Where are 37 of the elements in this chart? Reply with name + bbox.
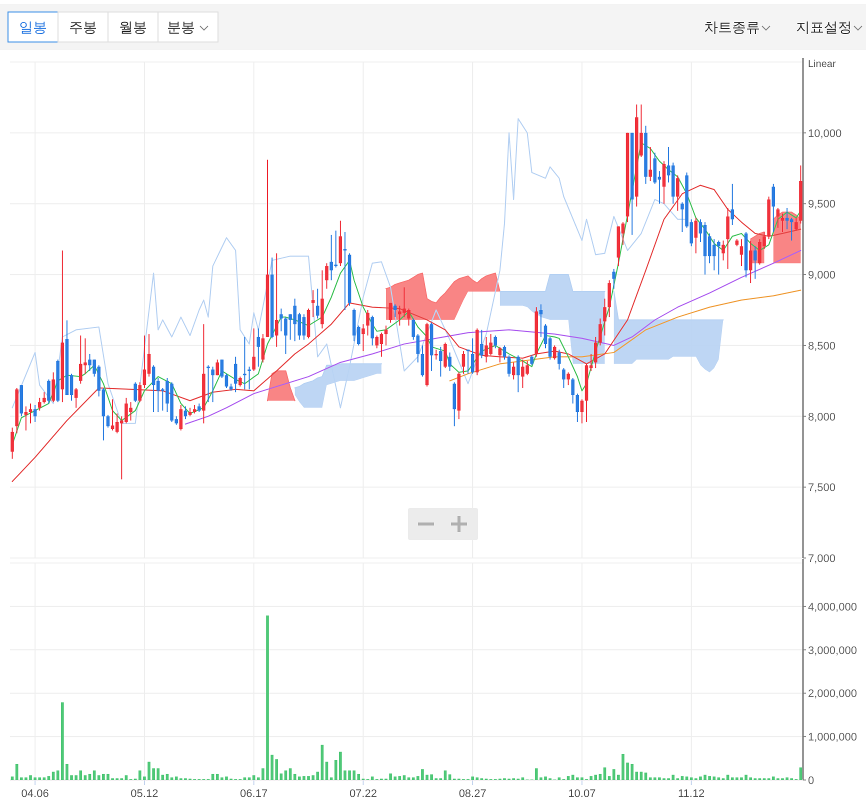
x-tick-label: 06.17	[240, 788, 268, 800]
x-tick-label: 04.06	[21, 788, 49, 800]
y-tick-label: 9,000	[808, 270, 836, 282]
x-tick-label: 08.27	[458, 788, 486, 800]
bar	[398, 776, 402, 780]
bar	[370, 776, 374, 780]
y-tick-label: 7,500	[808, 482, 836, 494]
bar	[685, 776, 688, 780]
y-tick-label: 10,000	[808, 128, 842, 140]
x-tick-label: 07.22	[349, 788, 377, 800]
bar	[608, 776, 611, 780]
y-tick-label: 9,500	[808, 198, 836, 211]
bar	[402, 775, 406, 780]
x-tick-label: 11.12	[678, 788, 705, 800]
y-tick-label: 4,000,000	[808, 601, 857, 614]
y-tick-label: 7,000	[808, 553, 836, 565]
bar	[252, 775, 256, 780]
bar	[566, 776, 570, 780]
y-tick-label: 8,500	[808, 340, 836, 352]
y-tick-label: 3,000,000	[808, 644, 857, 657]
line-series	[449, 290, 802, 382]
y-tick-label: 2,000,000	[808, 688, 857, 700]
x-tick-label: 10.07	[568, 788, 596, 800]
y-tick-label: 8,000	[808, 411, 836, 424]
y-tick-label: 0	[808, 775, 814, 787]
bar	[680, 776, 684, 780]
bar	[124, 775, 128, 780]
line-series	[184, 250, 802, 425]
text: Linear	[808, 59, 836, 70]
x-tick-label: 05.12	[130, 788, 158, 800]
bar	[644, 772, 648, 780]
bar	[47, 776, 50, 780]
line-series	[12, 184, 802, 482]
toolbar: 일봉 주봉 월봉 분봉 차트종류 지표설정	[0, 4, 866, 50]
bar	[10, 776, 14, 780]
bar	[84, 775, 87, 780]
y-tick-label: 1,000,000	[808, 732, 857, 744]
